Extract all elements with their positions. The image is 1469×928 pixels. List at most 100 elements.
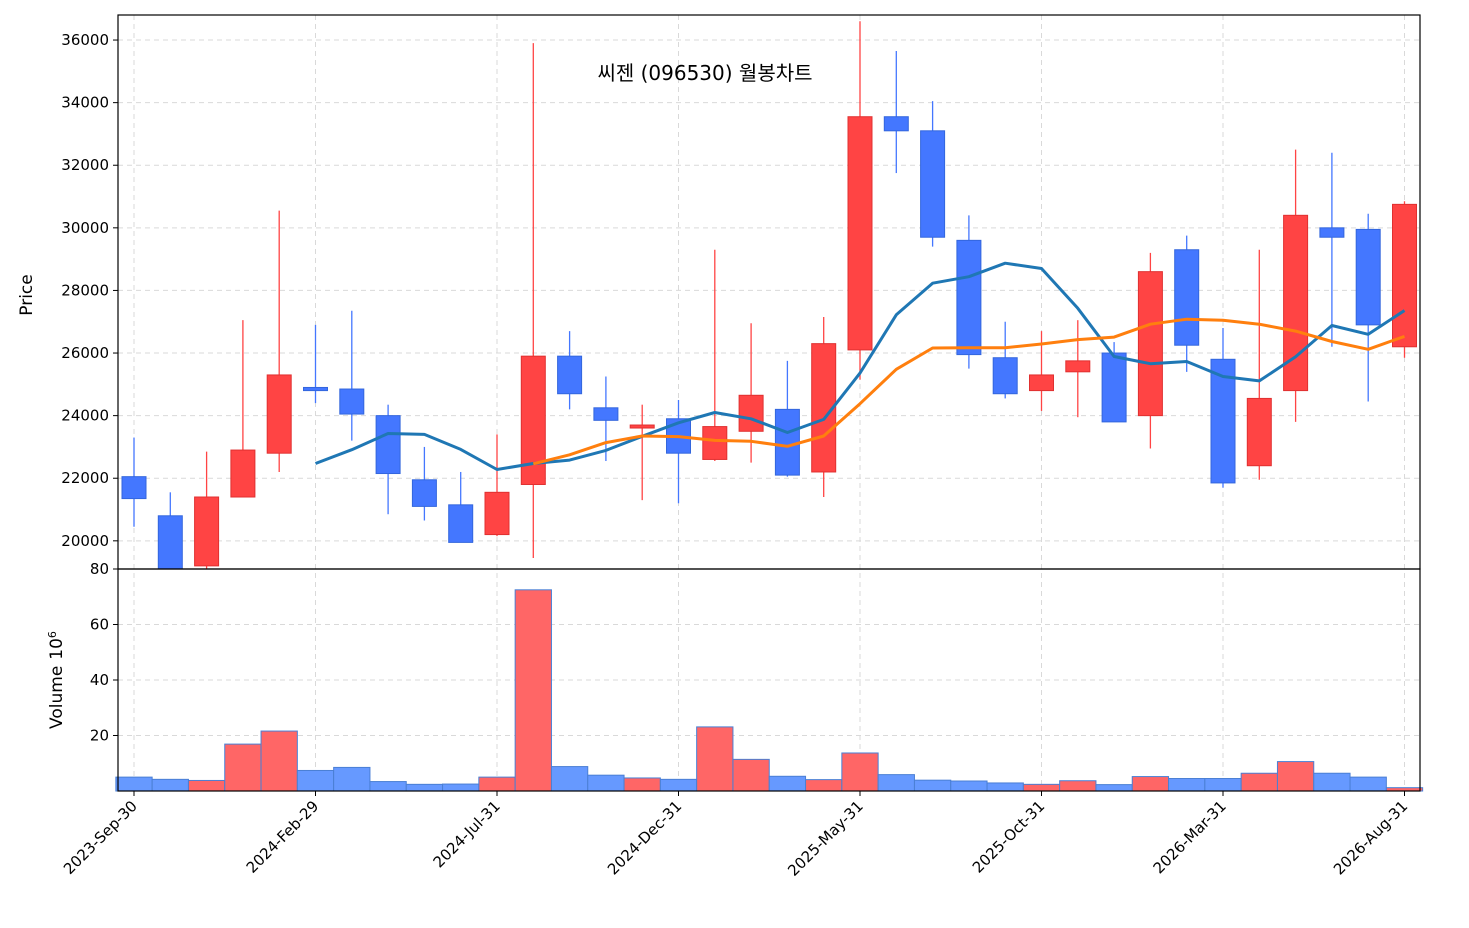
volume-bar — [224, 743, 262, 792]
candle-body — [774, 408, 800, 476]
volume-bar — [187, 779, 226, 792]
volume-bar — [913, 779, 952, 792]
volume-bar — [260, 730, 298, 792]
price-tick-label: 28000 — [61, 281, 109, 299]
candle-body — [1210, 358, 1236, 484]
ma-long-line — [532, 317, 1406, 466]
x-tick-label: 2023-Sep-30 — [60, 797, 141, 878]
volume-bar — [1204, 778, 1242, 792]
volume-bar — [1313, 772, 1351, 792]
volume-axis-label-text: Volume — [47, 666, 67, 729]
candle-body — [593, 407, 619, 421]
x-tick-label: 2024-Jul-31 — [430, 797, 504, 871]
volume-tick-label: 80 — [90, 560, 109, 578]
x-tick-label: 2025-May-31 — [784, 797, 867, 880]
candle-body — [992, 357, 1018, 395]
volume-tick-label: 40 — [90, 671, 109, 689]
price-tick-label: 20000 — [61, 532, 109, 550]
price-tick-label: 26000 — [61, 344, 109, 362]
volume-bar — [768, 775, 807, 792]
candle-body — [1319, 227, 1345, 238]
candle-body — [266, 374, 292, 454]
volume-bars — [115, 589, 1424, 792]
candle-body — [411, 479, 437, 507]
candle-body — [920, 130, 946, 238]
price-panel-frame — [117, 14, 1421, 570]
candle-body — [1137, 271, 1163, 417]
volume-bar — [1168, 778, 1206, 792]
volume-bar — [986, 782, 1024, 792]
chart-title: 씨젠 (096530) 월봉차트 — [597, 61, 812, 85]
volume-tick-label: 60 — [90, 616, 109, 634]
candle-body — [303, 386, 328, 392]
volume-tick-label: 20 — [90, 727, 109, 745]
candle-body — [629, 424, 655, 429]
candle-body — [956, 239, 982, 356]
volume-bar — [1276, 761, 1315, 792]
volume-bar — [1240, 772, 1278, 792]
volume-axis-label-base: 10 — [47, 638, 67, 660]
candle-body — [230, 449, 256, 498]
candle-body — [1174, 249, 1200, 346]
candle-body — [194, 496, 220, 567]
candle-body — [738, 394, 764, 432]
volume-bar — [1095, 784, 1133, 792]
x-tick-label: 2026-Mar-31 — [1150, 797, 1230, 877]
volume-bar — [550, 766, 589, 792]
x-tick-label: 2025-Oct-31 — [969, 797, 1049, 877]
price-axis-label: Price — [17, 274, 37, 315]
candle-body — [1029, 374, 1054, 392]
volume-bar — [841, 752, 879, 792]
price-tick-label: 32000 — [61, 156, 109, 174]
candle-body — [1392, 203, 1417, 348]
volume-bar — [659, 778, 698, 792]
price-tick-label: 36000 — [61, 31, 109, 49]
volume-bar — [115, 776, 153, 792]
candle-body — [121, 476, 147, 500]
candle-body — [702, 426, 728, 460]
volume-bar — [514, 589, 552, 792]
volume-bar — [805, 779, 843, 792]
price-tick-label: 22000 — [61, 469, 109, 487]
volume-bar — [296, 769, 335, 792]
volume-bar — [623, 777, 661, 792]
volume-bar — [369, 781, 407, 792]
volume-bar — [405, 783, 444, 792]
volume-bar — [442, 783, 480, 792]
price-tick-label: 30000 — [61, 219, 109, 237]
volume-bar — [151, 778, 189, 792]
x-tick-label: 2024-Feb-29 — [243, 797, 323, 877]
candle-body — [375, 415, 401, 475]
x-tick-label: 2026-Aug-31 — [1330, 797, 1411, 878]
candle-body — [1246, 397, 1272, 467]
moving-averages — [314, 261, 1406, 471]
price-tick-label: 34000 — [61, 94, 109, 112]
volume-bar — [877, 774, 915, 792]
volume-bar — [587, 774, 625, 792]
candle-body — [557, 355, 583, 395]
candle-body — [484, 491, 510, 536]
volume-bar — [1022, 783, 1061, 792]
candle-body — [1065, 360, 1091, 373]
candle-body — [1283, 214, 1309, 392]
volume-bar — [1349, 776, 1387, 792]
volume-axis-exponent: 6 — [46, 631, 59, 638]
ma-short-line — [314, 261, 1406, 471]
candle-body — [157, 515, 183, 570]
volume-bar — [333, 766, 371, 792]
volume-bar — [950, 780, 988, 792]
volume-bar — [732, 758, 770, 792]
candle-body — [448, 504, 474, 543]
x-tick-label: 2024-Dec-31 — [604, 797, 685, 878]
candle-body — [1355, 228, 1381, 326]
price-tick-label: 24000 — [61, 407, 109, 425]
volume-axis-label: Volume 106 — [46, 631, 68, 729]
candle-body — [1101, 352, 1127, 423]
candlesticks — [121, 21, 1417, 570]
volume-bar — [1131, 776, 1170, 792]
candle-body — [883, 116, 909, 132]
volume-bar — [1059, 780, 1097, 792]
volume-bar — [696, 726, 734, 792]
